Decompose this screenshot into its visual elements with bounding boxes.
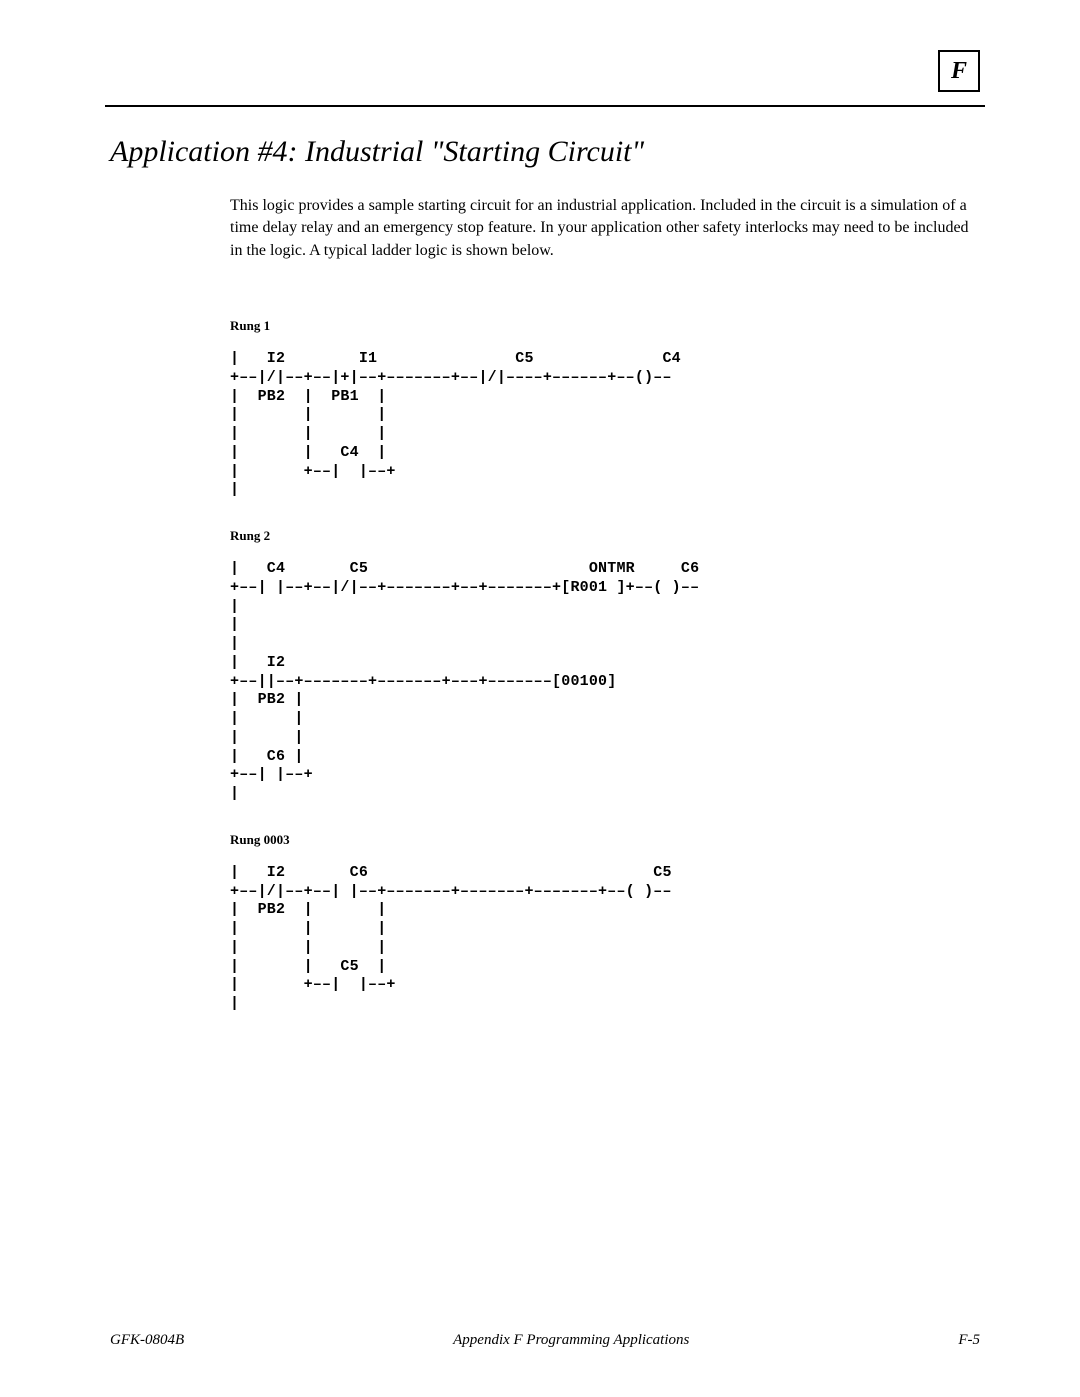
intro-paragraph: This logic provides a sample starting ci… bbox=[230, 195, 975, 262]
footer-doc-id: GFK-0804B bbox=[110, 1332, 184, 1349]
page-footer: GFK-0804B Appendix F Programming Applica… bbox=[110, 1332, 980, 1349]
application-title: Application #4: Industrial "Starting Cir… bbox=[110, 135, 644, 169]
section-letter: F bbox=[951, 58, 967, 85]
rung-1-code: | I2 I1 C5 C4 +––|/|––+––|+|––+–––––––+–… bbox=[230, 350, 975, 500]
footer-appendix-title: Appendix F Programming Applications bbox=[453, 1332, 689, 1349]
section-letter-box: F bbox=[938, 50, 980, 92]
rung-3-label: Rung 0003 bbox=[230, 832, 975, 848]
rung-1-label: Rung 1 bbox=[230, 318, 975, 334]
footer-page-number: F-5 bbox=[958, 1332, 980, 1349]
ladder-logic-content: Rung 1 | I2 I1 C5 C4 +––|/|––+––|+|––+––… bbox=[230, 290, 975, 1014]
rung-2-code: | C4 C5 ONTMR C6 +––| |––+––|/|––+––––––… bbox=[230, 560, 975, 804]
rung-3-code: | I2 C6 C5 +––|/|––+––| |––+–––––––+––––… bbox=[230, 864, 975, 1014]
header-rule bbox=[105, 105, 985, 107]
rung-2-label: Rung 2 bbox=[230, 528, 975, 544]
